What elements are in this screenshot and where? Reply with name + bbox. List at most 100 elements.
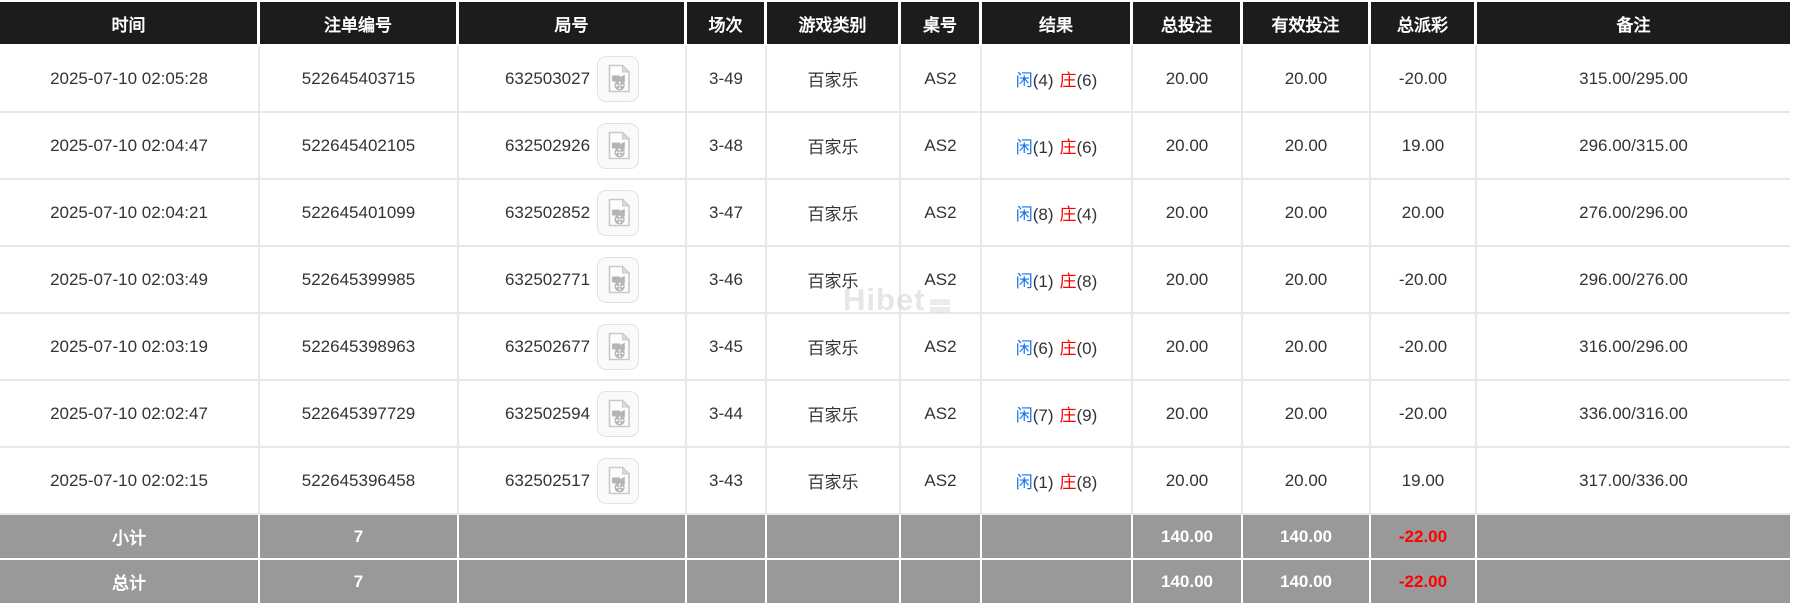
video-replay-button[interactable] xyxy=(597,390,640,437)
cell-valid-bet: 20.00 xyxy=(1243,180,1371,247)
cell-round-id: 632502926 xyxy=(459,113,687,180)
cell-game-type: 百家乐 xyxy=(767,381,901,448)
cell-table-id: AS2 xyxy=(901,314,982,381)
cell-table-id: AS2 xyxy=(901,46,982,113)
video-replay-button[interactable] xyxy=(597,189,640,236)
cell-game-type: 百家乐 xyxy=(767,46,901,113)
col-header-session: 场次 xyxy=(687,2,767,46)
bet-record-row: 2025-07-10 02:02:15 522645396458 6325025… xyxy=(0,448,1790,515)
summary-empty-cell xyxy=(767,560,901,605)
cell-bet-id: 522645397729 xyxy=(260,381,459,448)
cell-time: 2025-07-10 02:04:21 xyxy=(0,180,260,247)
video-file-icon xyxy=(608,466,630,495)
result-player-label: 闲 xyxy=(1015,272,1033,291)
cell-session: 3-44 xyxy=(687,381,767,448)
cell-time: 2025-07-10 02:02:47 xyxy=(0,381,260,448)
col-header-round-id: 局号 xyxy=(459,2,687,46)
cell-payout: 20.00 xyxy=(1371,180,1477,247)
result-banker-label: 庄 xyxy=(1059,205,1077,224)
result-banker-score: (8) xyxy=(1076,473,1098,492)
cell-valid-bet: 20.00 xyxy=(1243,314,1371,381)
summary-count: 7 xyxy=(260,515,459,560)
result-banker-label: 庄 xyxy=(1059,473,1077,492)
cell-result: 闲(1) 庄(8) xyxy=(982,448,1133,515)
cell-remark: 296.00/315.00 xyxy=(1477,113,1790,180)
cell-result: 闲(7) 庄(9) xyxy=(982,381,1133,448)
result-banker-score: (4) xyxy=(1076,205,1098,224)
summary-total-bet: 140.00 xyxy=(1133,560,1243,605)
round-number: 632502852 xyxy=(504,202,591,222)
result-player-label: 闲 xyxy=(1015,406,1033,425)
summary-empty-cell xyxy=(982,515,1133,560)
result-banker-label: 庄 xyxy=(1059,406,1077,425)
cell-round-id: 632502677 xyxy=(459,314,687,381)
result-player-label: 闲 xyxy=(1015,138,1033,157)
cell-result: 闲(1) 庄(6) xyxy=(982,113,1133,180)
bet-record-row: 2025-07-10 02:02:47 522645397729 6325025… xyxy=(0,381,1790,448)
result-banker-score: (8) xyxy=(1076,272,1098,291)
cell-time: 2025-07-10 02:05:28 xyxy=(0,46,260,113)
video-replay-button[interactable] xyxy=(597,323,640,370)
round-number: 632502926 xyxy=(504,135,591,155)
cell-result: 闲(1) 庄(8) xyxy=(982,247,1133,314)
cell-table-id: AS2 xyxy=(901,381,982,448)
cell-result: 闲(6) 庄(0) xyxy=(982,314,1133,381)
cell-round-id: 632502517 xyxy=(459,448,687,515)
video-file-icon xyxy=(608,198,630,227)
round-number: 632503027 xyxy=(504,68,591,88)
col-header-total-bet: 总投注 xyxy=(1133,2,1243,46)
cell-valid-bet: 20.00 xyxy=(1243,46,1371,113)
cell-session: 3-45 xyxy=(687,314,767,381)
bet-record-row: 2025-07-10 02:03:49 522645399985 6325027… xyxy=(0,247,1790,314)
video-replay-button[interactable] xyxy=(597,457,640,504)
cell-total-bet: 20.00 xyxy=(1133,381,1243,448)
result-banker-label: 庄 xyxy=(1059,138,1077,157)
cell-total-bet: 20.00 xyxy=(1133,113,1243,180)
summary-row: 小计 7 140.00 140.00 -22.00 xyxy=(0,515,1790,560)
cell-valid-bet: 20.00 xyxy=(1243,448,1371,515)
video-file-icon xyxy=(608,265,630,294)
cell-table-id: AS2 xyxy=(901,113,982,180)
video-replay-button[interactable] xyxy=(597,256,640,303)
cell-game-type: 百家乐 xyxy=(767,448,901,515)
cell-total-bet: 20.00 xyxy=(1133,448,1243,515)
result-banker-score: (0) xyxy=(1076,339,1098,358)
result-banker-score: (6) xyxy=(1076,71,1098,90)
summary-payout: -22.00 xyxy=(1371,515,1477,560)
summary-valid-bet: 140.00 xyxy=(1243,560,1371,605)
summary-total-bet: 140.00 xyxy=(1133,515,1243,560)
video-replay-button[interactable] xyxy=(597,122,640,169)
cell-valid-bet: 20.00 xyxy=(1243,381,1371,448)
result-player-label: 闲 xyxy=(1015,71,1033,90)
col-header-time: 时间 xyxy=(0,2,260,46)
summary-label: 总计 xyxy=(0,560,260,605)
summary-empty-cell xyxy=(982,560,1133,605)
result-player-label: 闲 xyxy=(1015,473,1033,492)
result-player-score: (1) xyxy=(1032,138,1054,157)
cell-session: 3-43 xyxy=(687,448,767,515)
cell-time: 2025-07-10 02:02:15 xyxy=(0,448,260,515)
cell-game-type: 百家乐 xyxy=(767,113,901,180)
round-number: 632502677 xyxy=(504,336,591,356)
round-number: 632502517 xyxy=(504,470,591,490)
summary-empty-cell xyxy=(1477,515,1790,560)
col-header-table-id: 桌号 xyxy=(901,2,982,46)
cell-remark: 296.00/276.00 xyxy=(1477,247,1790,314)
cell-payout: 19.00 xyxy=(1371,113,1477,180)
summary-empty-cell xyxy=(459,560,687,605)
cell-bet-id: 522645398963 xyxy=(260,314,459,381)
col-header-result: 结果 xyxy=(982,2,1133,46)
bet-record-row: 2025-07-10 02:05:28 522645403715 6325030… xyxy=(0,46,1790,113)
cell-round-id: 632503027 xyxy=(459,46,687,113)
col-header-remark: 备注 xyxy=(1477,2,1790,46)
cell-valid-bet: 20.00 xyxy=(1243,113,1371,180)
summary-label: 小计 xyxy=(0,515,260,560)
cell-table-id: AS2 xyxy=(901,180,982,247)
cell-bet-id: 522645401099 xyxy=(260,180,459,247)
video-replay-button[interactable] xyxy=(597,55,640,102)
cell-table-id: AS2 xyxy=(901,448,982,515)
video-file-icon xyxy=(608,131,630,160)
cell-total-bet: 20.00 xyxy=(1133,46,1243,113)
bet-record-row: 2025-07-10 02:04:47 522645402105 6325029… xyxy=(0,113,1790,180)
summary-empty-cell xyxy=(687,560,767,605)
